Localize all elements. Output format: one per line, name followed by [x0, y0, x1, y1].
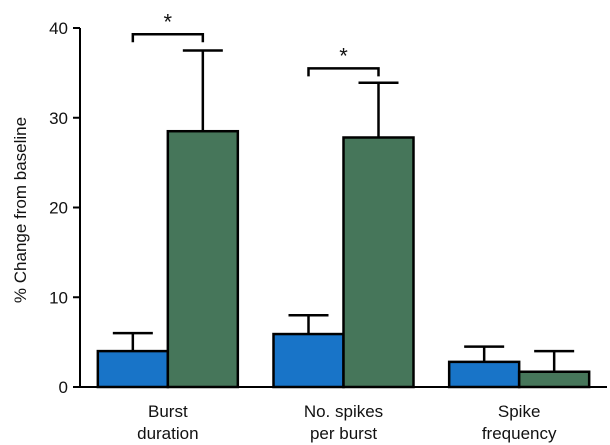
bar: [96, 349, 170, 389]
significance-star: *: [339, 43, 348, 68]
significance-bracket: [131, 33, 205, 43]
bar: [272, 332, 345, 389]
bar: [447, 360, 521, 389]
category-label: frequency: [482, 424, 557, 443]
bar: [166, 129, 240, 389]
y-axis-title: % Change from baseline: [11, 117, 30, 303]
category-label: duration: [137, 424, 198, 443]
category-label: Burst: [148, 402, 188, 421]
significance-star: *: [164, 9, 173, 34]
category-labels: Burst duration No. spikes per burst Spike fre…: [137, 402, 557, 443]
y-tick-label: 20: [49, 199, 68, 218]
significance-markers: **: [131, 9, 380, 77]
category-label: Spike: [498, 402, 541, 421]
y-tick-label: 10: [49, 288, 68, 307]
y-tick-label: 40: [49, 19, 68, 38]
significance-bracket: [307, 67, 380, 77]
bar: [342, 136, 415, 389]
y-tick-label: 30: [49, 109, 68, 128]
bar: [517, 370, 591, 389]
bars: [96, 49, 591, 389]
category-label: No. spikes: [304, 402, 383, 421]
y-tick-label: 0: [59, 378, 68, 397]
category-label: per burst: [310, 424, 377, 443]
